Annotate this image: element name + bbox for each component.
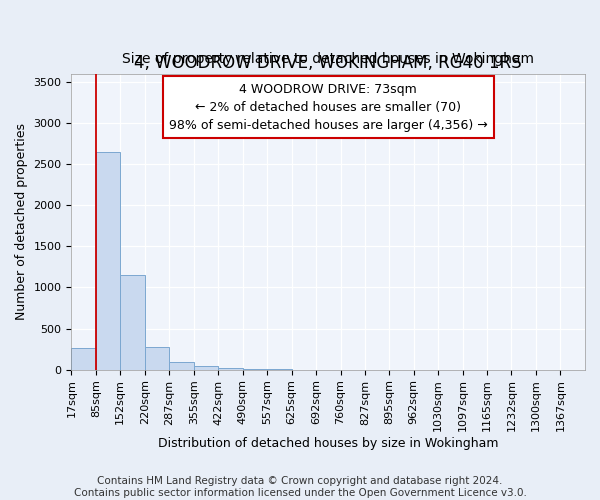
X-axis label: Distribution of detached houses by size in Wokingham: Distribution of detached houses by size … — [158, 437, 499, 450]
Text: Size of property relative to detached houses in Wokingham: Size of property relative to detached ho… — [122, 52, 534, 66]
Y-axis label: Number of detached properties: Number of detached properties — [15, 123, 28, 320]
Text: 4 WOODROW DRIVE: 73sqm
← 2% of detached houses are smaller (70)
98% of semi-deta: 4 WOODROW DRIVE: 73sqm ← 2% of detached … — [169, 82, 488, 132]
Bar — [218, 368, 243, 370]
Bar — [71, 348, 96, 370]
Bar — [194, 366, 218, 370]
Text: Contains HM Land Registry data © Crown copyright and database right 2024.
Contai: Contains HM Land Registry data © Crown c… — [74, 476, 526, 498]
Bar — [120, 275, 145, 370]
Bar — [96, 152, 121, 370]
Bar — [169, 362, 194, 370]
Title: 4, WOODROW DRIVE, WOKINGHAM, RG40 1RS: 4, WOODROW DRIVE, WOKINGHAM, RG40 1RS — [134, 54, 522, 72]
Bar — [145, 346, 169, 370]
